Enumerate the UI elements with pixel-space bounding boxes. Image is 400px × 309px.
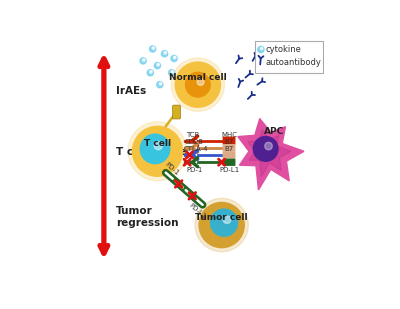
Text: Normal cell: Normal cell: [169, 73, 227, 82]
Circle shape: [140, 58, 146, 64]
Circle shape: [132, 126, 182, 176]
Text: IrAEs: IrAEs: [116, 86, 146, 95]
Text: PD-L1: PD-L1: [219, 167, 239, 172]
FancyBboxPatch shape: [255, 41, 323, 73]
Text: B7: B7: [224, 146, 234, 152]
Circle shape: [174, 56, 176, 59]
FancyBboxPatch shape: [173, 105, 180, 119]
Circle shape: [210, 209, 238, 236]
Polygon shape: [248, 130, 291, 176]
Circle shape: [258, 46, 264, 53]
Circle shape: [143, 59, 145, 61]
Text: MHC: MHC: [221, 132, 237, 138]
FancyBboxPatch shape: [223, 137, 236, 145]
Text: autoantibody: autoantibody: [266, 58, 322, 67]
Circle shape: [171, 71, 174, 73]
Text: T cell active: T cell active: [116, 147, 187, 158]
Text: T cell: T cell: [144, 139, 171, 148]
Text: PD-1: PD-1: [163, 162, 180, 177]
Text: CTLA-4: CTLA-4: [184, 146, 208, 152]
Text: Tumor
regression: Tumor regression: [116, 205, 178, 228]
Text: TCR: TCR: [186, 132, 199, 138]
Circle shape: [265, 142, 272, 150]
Circle shape: [175, 62, 220, 107]
Text: CD28: CD28: [184, 139, 203, 145]
Text: PD-1: PD-1: [186, 167, 202, 172]
Circle shape: [157, 82, 163, 88]
Circle shape: [200, 74, 208, 82]
Circle shape: [154, 142, 162, 150]
Circle shape: [260, 47, 263, 50]
Circle shape: [150, 46, 156, 52]
Circle shape: [162, 51, 168, 57]
FancyBboxPatch shape: [223, 159, 236, 166]
Circle shape: [195, 198, 248, 252]
Circle shape: [160, 140, 169, 149]
Circle shape: [168, 70, 175, 76]
Circle shape: [197, 78, 204, 85]
Circle shape: [171, 58, 224, 111]
Circle shape: [171, 55, 177, 61]
FancyBboxPatch shape: [223, 144, 236, 151]
Circle shape: [224, 215, 232, 222]
Circle shape: [157, 63, 159, 66]
Circle shape: [159, 83, 162, 85]
Polygon shape: [238, 119, 304, 190]
Circle shape: [147, 70, 153, 76]
Circle shape: [199, 202, 244, 248]
Circle shape: [140, 134, 170, 164]
Circle shape: [253, 137, 278, 161]
Circle shape: [150, 71, 152, 73]
Text: Tumor cell: Tumor cell: [195, 213, 248, 222]
Circle shape: [152, 47, 154, 49]
Circle shape: [223, 216, 231, 223]
Text: B7: B7: [224, 139, 234, 145]
Text: PD-L1: PD-L1: [188, 202, 207, 220]
Circle shape: [164, 52, 166, 54]
Circle shape: [128, 122, 187, 181]
FancyBboxPatch shape: [223, 151, 236, 159]
Circle shape: [186, 72, 210, 97]
Circle shape: [154, 62, 160, 69]
Text: cytokine: cytokine: [266, 45, 302, 54]
Text: APC: APC: [264, 127, 284, 136]
